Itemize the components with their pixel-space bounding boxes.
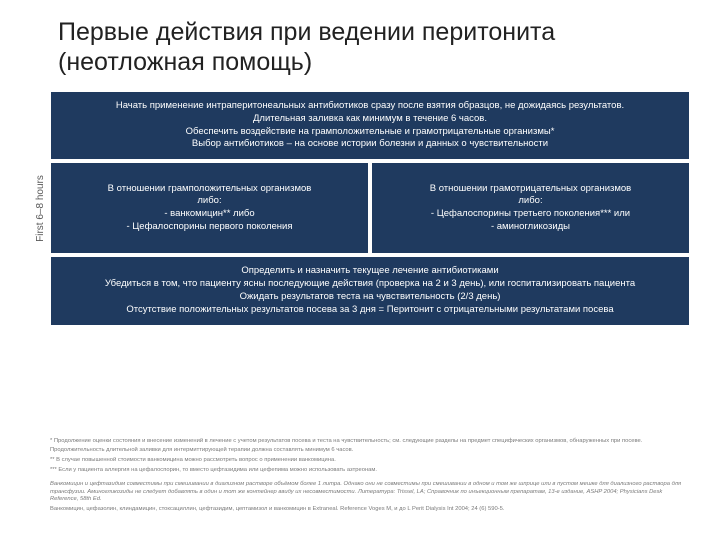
flow-box-gram-positive: В отношении грамположительных организмов… <box>50 162 369 254</box>
flow-box-bottom: Определить и назначить текущее лечение а… <box>50 256 690 325</box>
footnote-disclaimer: Ванкомицин и цефтазидим совместимы при с… <box>50 481 690 504</box>
flow-diagram: First 6–8 hours Начать применение интрап… <box>30 91 690 326</box>
footnote-1: * Продолжение оценки состояния и внесени… <box>50 438 690 446</box>
sidebar-label-wrap: First 6–8 hours <box>30 91 50 326</box>
slide-title: Первые действия при ведении перитонита (… <box>58 18 690 77</box>
sidebar-label: First 6–8 hours <box>35 175 46 242</box>
footnote-reference: Ванкомицин, цефазолин, клиндамицин, сток… <box>50 506 690 514</box>
footnotes: * Продолжение оценки состояния и внесени… <box>50 438 690 517</box>
flow-box-top: Начать применение интраперитонеальных ан… <box>50 91 690 160</box>
footnote-2: Продолжительность длительной заливки для… <box>50 447 690 455</box>
footnote-3: ** В случае повышенной стоимости ванкоми… <box>50 457 690 465</box>
flow-box-gram-negative: В отношении грамотрицательных организмов… <box>371 162 690 254</box>
footnote-4: *** Если у пациента аллергия на цефалосп… <box>50 467 690 475</box>
